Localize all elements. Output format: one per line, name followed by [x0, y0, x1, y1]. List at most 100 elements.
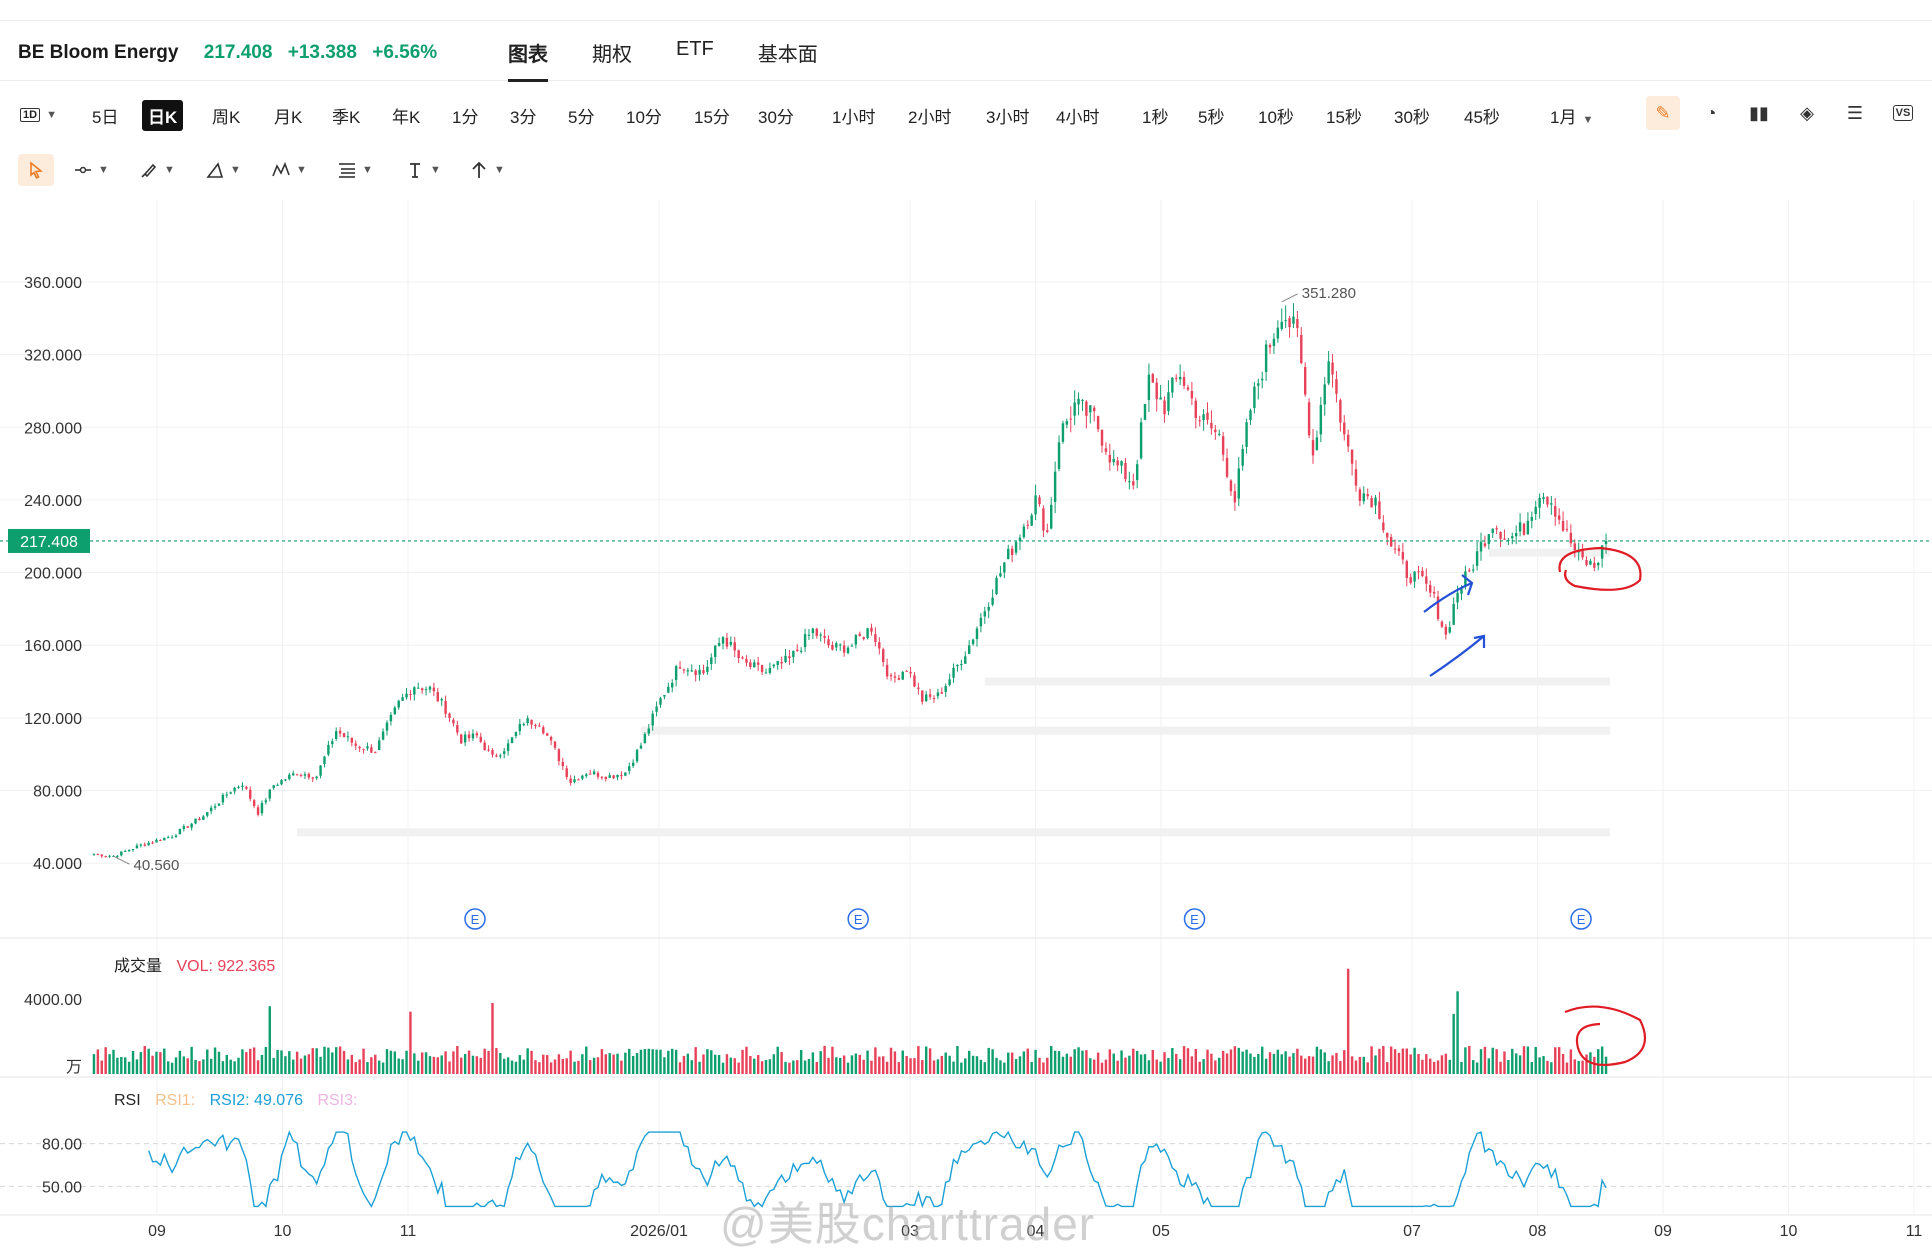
period-6[interactable]: 1分 — [446, 100, 484, 131]
tab-fundamentals[interactable]: 基本面 — [757, 44, 818, 66]
period-20[interactable]: 30秒 — [1388, 100, 1436, 131]
period-1[interactable]: 日K — [142, 100, 184, 131]
period-5[interactable]: 年K — [386, 100, 426, 131]
period-19[interactable]: 15秒 — [1320, 100, 1368, 131]
period-8[interactable]: 5分 — [562, 100, 600, 131]
volume-bar — [206, 1049, 209, 1074]
candle-body — [245, 786, 248, 789]
chevron-down-icon: ▼ — [494, 164, 505, 176]
volume-bar — [1346, 968, 1350, 1074]
period-21[interactable]: 45秒 — [1458, 100, 1506, 131]
highlight-zones — [297, 548, 1611, 837]
shape-tool[interactable]: ▼ — [206, 154, 241, 186]
candle-body — [842, 645, 846, 653]
period-22[interactable]: 1月 ▼ — [1544, 100, 1599, 131]
period-label: 5分 — [568, 108, 595, 127]
candle-body — [917, 687, 920, 689]
vs-icon[interactable]: VS — [1886, 96, 1920, 130]
period-12[interactable]: 1小时 — [826, 100, 881, 131]
period-15[interactable]: 4小时 — [1050, 100, 1105, 131]
candle-body — [604, 776, 608, 780]
high-label: 351.280 — [1302, 285, 1356, 302]
list-icon[interactable]: ☰ — [1846, 102, 1864, 123]
candle-body — [467, 734, 471, 739]
tab-options[interactable]: 期权 — [592, 44, 632, 66]
volume-bar — [225, 1054, 229, 1074]
candle-body — [350, 737, 354, 743]
volume-bar — [1182, 1046, 1186, 1074]
layers-icon[interactable]: ◈ — [1800, 102, 1814, 123]
red-circle-annotation — [1558, 546, 1642, 591]
candle-body — [698, 669, 701, 675]
period-0[interactable]: 5日 — [86, 100, 124, 131]
period-16[interactable]: 1秒 — [1136, 100, 1174, 131]
pen-icon[interactable]: ✎ — [1646, 96, 1680, 130]
period-2[interactable]: 周K — [206, 100, 246, 131]
tab-chart[interactable]: 图表 — [508, 38, 548, 82]
candlestick-series — [92, 303, 1608, 858]
volume-bar — [729, 1057, 733, 1074]
candle-body — [737, 650, 740, 658]
volume-bar — [108, 1054, 111, 1074]
gauge-icon[interactable]: ◔ — [1705, 102, 1717, 123]
candle-body — [315, 776, 318, 779]
candle-body — [1538, 497, 1541, 508]
volume-bar — [1186, 1048, 1190, 1074]
top-strip — [0, 0, 1932, 21]
candle-body — [237, 786, 240, 788]
tab-etf[interactable]: ETF — [676, 38, 714, 60]
volume-bar — [545, 1055, 549, 1074]
volume-bar — [799, 1049, 803, 1074]
candle-body — [870, 627, 873, 632]
candle-body — [124, 850, 127, 852]
candle-body — [1518, 522, 1522, 532]
candles-icon[interactable]: ▮▮ — [1749, 102, 1769, 123]
time-tick-label: 10 — [274, 1223, 292, 1240]
price-change-pct: +6.56% — [372, 42, 438, 63]
volume-bar — [1159, 1061, 1162, 1074]
candle-body — [635, 749, 639, 762]
period-10[interactable]: 15分 — [688, 100, 736, 131]
period-label: 3小时 — [986, 108, 1030, 127]
rsi-tick-label: 80.00 — [42, 1137, 82, 1154]
price-chart[interactable]: 360.000 320.000 280.000 240.000 200.000 160.0… — [0, 200, 1932, 1258]
candle-body — [592, 771, 596, 775]
period-14[interactable]: 3小时 — [980, 100, 1035, 131]
volume-bar — [1456, 991, 1459, 1074]
candle-body — [796, 649, 799, 651]
volume-bar — [124, 1057, 127, 1074]
candle-body — [1303, 366, 1307, 395]
volume-bar — [479, 1057, 482, 1074]
candle-body — [229, 792, 232, 794]
period-17[interactable]: 5秒 — [1192, 100, 1230, 131]
layout-select[interactable]: 1D ▼ — [14, 100, 63, 126]
brush-tool[interactable]: ▼ — [140, 154, 175, 186]
line-tool[interactable]: ▼ — [74, 154, 109, 186]
fib-tool[interactable]: ▼ — [338, 154, 373, 186]
main-tabs: 图表 期权 ETF 基本面 — [508, 38, 862, 82]
candle-body — [928, 694, 932, 697]
period-11[interactable]: 30分 — [752, 100, 800, 131]
candle-body — [1346, 434, 1350, 447]
period-3[interactable]: 月K — [268, 100, 308, 131]
candle-body — [252, 800, 256, 806]
volume-bar — [1221, 1050, 1225, 1074]
candle-body — [518, 723, 522, 732]
arrow-tool[interactable]: ▼ — [470, 154, 505, 186]
earnings-marker-text: E — [1190, 912, 1199, 927]
period-7[interactable]: 3分 — [504, 100, 542, 131]
period-4[interactable]: 季K — [326, 100, 366, 131]
volume-bar — [1526, 1046, 1530, 1074]
volume-bar — [432, 1056, 436, 1074]
pattern-tool[interactable]: ▼ — [272, 154, 307, 186]
candle-body — [1358, 489, 1362, 501]
period-13[interactable]: 2小时 — [902, 100, 957, 131]
volume-bar — [928, 1048, 932, 1074]
candle-body — [1593, 562, 1596, 568]
period-9[interactable]: 10分 — [620, 100, 668, 131]
text-tool[interactable]: ▼ — [406, 154, 441, 186]
candle-body — [311, 777, 314, 779]
volume-bar — [1542, 1056, 1545, 1074]
cursor-tool[interactable] — [18, 154, 54, 186]
period-18[interactable]: 10秒 — [1252, 100, 1300, 131]
